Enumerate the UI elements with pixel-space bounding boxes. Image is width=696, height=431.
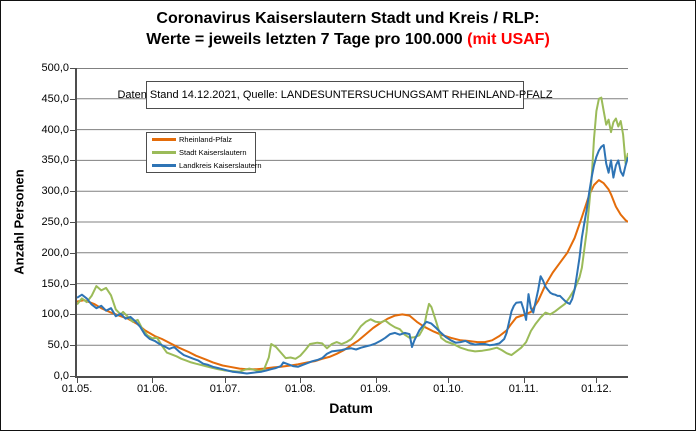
x-tick-label: 01.09. xyxy=(360,383,391,395)
annotation-box: Daten Stand 14.12.2021, Quelle: LANDESUN… xyxy=(117,81,553,109)
legend-swatch-rheinland-pfalz xyxy=(152,138,176,141)
x-tick-label: 01.08. xyxy=(285,383,316,395)
y-tick-label: 300,0 xyxy=(41,185,69,198)
legend-swatch-stadt-kaiserslautern xyxy=(152,151,176,154)
chart-title: Coronavirus Kaiserslautern Stadt und Kre… xyxy=(1,8,695,50)
y-tick-label: 500,0 xyxy=(41,62,69,74)
chart-title-line2: Werte = jeweils letzten 7 Tage pro 100.0… xyxy=(1,29,695,50)
x-tick-label: 01.11. xyxy=(508,383,539,395)
y-tick-label: 0,0 xyxy=(53,370,69,382)
y-tick-mark xyxy=(70,160,75,162)
legend-label-stadt-kaiserslautern: Stadt Kaiserslautern xyxy=(179,148,247,157)
y-tick-label: 200,0 xyxy=(41,246,69,259)
y-tick-label: 250,0 xyxy=(41,216,69,228)
y-tick-label: 350,0 xyxy=(41,154,69,167)
series-lines xyxy=(77,96,628,375)
y-tick-mark xyxy=(70,98,75,100)
y-tick-mark xyxy=(70,191,75,193)
legend-label-landkreis-kaiserslautern: Landkreis Kaiserslautern xyxy=(179,161,262,170)
y-tick-mark xyxy=(70,129,75,131)
gridlines xyxy=(77,68,628,346)
series-line-stadt-kaiserslautern xyxy=(77,96,628,373)
legend-swatch-landkreis-kaiserslautern xyxy=(152,164,176,167)
legend: Rheinland-Pfalz Stadt Kaiserslautern Lan… xyxy=(146,132,262,173)
x-tick-mark xyxy=(596,378,598,383)
chart-title-line1: Coronavirus Kaiserslautern Stadt und Kre… xyxy=(156,10,540,27)
y-tick-mark xyxy=(70,68,75,69)
x-tick-mark xyxy=(448,378,450,383)
y-tick-label: 400,0 xyxy=(41,123,69,136)
legend-item-rheinland-pfalz: Rheinland-Pfalz xyxy=(152,135,255,145)
x-tick-mark xyxy=(300,378,302,383)
series-line-landkreis-kaiserslautern xyxy=(77,144,628,375)
y-tick-label: 450,0 xyxy=(41,92,69,105)
x-tick-label: 01.12. xyxy=(581,383,612,395)
legend-label-rheinland-pfalz: Rheinland-Pfalz xyxy=(179,135,232,144)
legend-item-landkreis-kaiserslautern: Landkreis Kaiserslautern xyxy=(152,161,262,171)
x-tick-label: 01.10. xyxy=(433,383,464,395)
x-tick-mark xyxy=(375,378,377,383)
chart-title-line2-black: Werte = jeweils letzten 7 Tage pro 100.0… xyxy=(146,31,468,48)
x-tick-label: 01.05. xyxy=(61,383,93,395)
x-tick-mark xyxy=(523,378,525,383)
x-tick-mark xyxy=(225,378,227,383)
y-tick-mark xyxy=(70,376,75,377)
y-tick-mark xyxy=(70,345,75,347)
y-tick-mark xyxy=(70,252,75,254)
y-tick-label: 50,0 xyxy=(47,339,69,352)
x-axis-title: Datum xyxy=(329,400,373,416)
annotation-text: Daten Stand 14.12.2021, Quelle: LANDESUN… xyxy=(117,89,553,101)
x-tick-label: 01.07. xyxy=(209,383,241,395)
y-tick-mark xyxy=(70,314,75,316)
y-tick-mark xyxy=(70,222,75,223)
chart-title-usaf: (mit USAF) xyxy=(467,31,550,48)
legend-item-stadt-kaiserslautern: Stadt Kaiserslautern xyxy=(152,148,255,158)
y-tick-label: 100,0 xyxy=(41,308,69,321)
x-tick-mark xyxy=(152,378,154,383)
y-tick-mark xyxy=(70,283,75,285)
x-tick-mark xyxy=(77,378,78,383)
plot-svg xyxy=(77,68,628,375)
x-tick-label: 01.06. xyxy=(136,383,168,395)
plot-area xyxy=(75,68,628,378)
y-tick-label: 150,0 xyxy=(41,277,69,290)
